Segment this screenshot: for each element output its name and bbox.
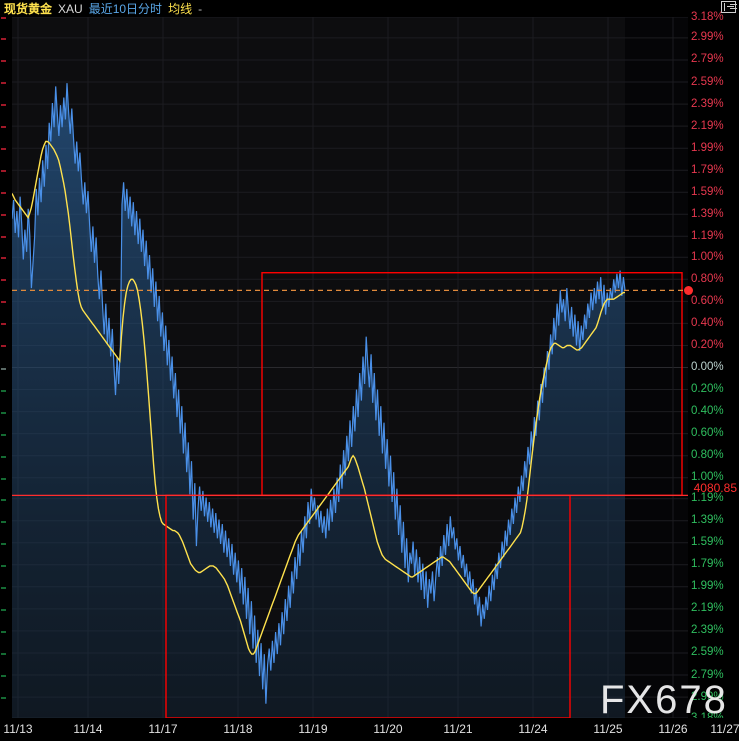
upper-annotation-box <box>261 272 683 497</box>
left-axis-tick <box>1 411 6 414</box>
left-axis-tick <box>1 389 6 392</box>
annotation-overlay-layer <box>12 272 688 718</box>
left-axis-tick <box>1 675 6 677</box>
instrument-name: 现货黄金 <box>4 1 53 16</box>
indicator-value: - <box>198 1 203 16</box>
x-tick-label: 11/20 <box>373 722 403 736</box>
left-axis-tick <box>1 323 6 326</box>
x-tick-label: 11/27 <box>710 722 739 736</box>
left-axis-tick <box>1 455 6 458</box>
left-axis-tick <box>1 542 6 545</box>
left-axis-tick <box>1 59 6 62</box>
y-tick-label: 0.00% <box>691 361 724 373</box>
y-tick-label: 1.19% <box>691 492 724 505</box>
y-tick-label: 3.18% <box>691 10 724 23</box>
price-series-layer <box>12 83 626 718</box>
y-tick-label: 0.40% <box>691 405 724 418</box>
y-tick-label: 3.18% <box>691 712 724 725</box>
y-tick-label: 0.60% <box>691 427 724 440</box>
y-tick-label: 2.79% <box>691 668 724 681</box>
y-tick-label: 0.20% <box>691 338 724 351</box>
x-tick-label: 11/26 <box>658 722 688 736</box>
last-price-flag: 4080.85 <box>693 481 737 496</box>
period-label: 最近10日分时 <box>88 1 163 16</box>
y-tick-label: 2.39% <box>691 624 724 637</box>
left-axis-tick <box>1 126 6 129</box>
left-axis-tick <box>1 608 6 611</box>
left-axis-tick <box>1 17 6 19</box>
x-tick-label: 11/25 <box>593 722 623 736</box>
y-tick-label: 1.99% <box>691 580 724 593</box>
left-axis-tick <box>1 257 6 260</box>
y-tick-label: 1.19% <box>691 229 724 242</box>
left-axis-tick <box>1 279 6 282</box>
left-axis-tick <box>1 236 6 239</box>
left-axis-tick <box>1 301 6 304</box>
y-tick-label: 2.79% <box>691 53 724 66</box>
left-axis-tick <box>1 148 6 151</box>
left-axis-tick <box>1 37 6 40</box>
x-tick-label: 11/18 <box>223 722 253 736</box>
y-tick-label: 0.40% <box>691 316 724 329</box>
left-axis-tick <box>1 367 6 370</box>
y-tick-label: 1.59% <box>691 536 724 549</box>
chart-plot-area[interactable] <box>12 17 688 718</box>
y-tick-label: 1.59% <box>691 185 724 198</box>
left-axis-tick <box>1 104 6 107</box>
left-axis-tick <box>1 170 6 173</box>
y-tick-label: 0.20% <box>691 383 724 396</box>
y-tick-label: 2.19% <box>691 119 724 132</box>
left-axis-tick <box>1 498 6 501</box>
y-tick-label: 1.39% <box>691 207 724 220</box>
left-axis-tick <box>1 477 6 480</box>
x-tick-label: 11/17 <box>148 722 178 736</box>
y-tick-label: 0.80% <box>691 449 724 462</box>
y-tick-label: 2.19% <box>691 602 724 615</box>
left-axis-tick <box>1 652 6 655</box>
left-axis-tick <box>1 345 6 348</box>
left-axis-tick <box>1 214 6 217</box>
left-axis-tick <box>1 564 6 567</box>
instrument-code: XAU <box>58 1 83 16</box>
y-tick-label: 2.59% <box>691 75 724 88</box>
y-tick-label: 0.60% <box>691 294 724 307</box>
current-price-dot <box>684 286 693 296</box>
y-tick-label: 1.00% <box>691 250 724 263</box>
y-tick-label: 2.99% <box>691 31 724 44</box>
y-axis-right: 4080.85 3.18% 2.99% 2.79% 2.59% 2.39% 2.19% 1.… <box>684 11 739 723</box>
left-axis-tick <box>1 697 6 700</box>
indicator-label: 均线 <box>168 1 193 16</box>
left-axis-tick <box>1 433 6 436</box>
left-axis-tick <box>1 192 6 195</box>
left-axis-tick <box>1 586 6 589</box>
x-tick-label: 11/24 <box>518 722 548 736</box>
left-axis-tick <box>1 520 6 523</box>
x-tick-label: 11/14 <box>73 722 103 736</box>
left-tick-rail <box>0 17 12 720</box>
chart-titlebar: 现货黄金 XAU 最近10日分时 均线 - <box>0 0 739 17</box>
y-tick-label: 2.59% <box>691 646 724 659</box>
y-tick-label: 0.80% <box>691 272 724 285</box>
left-axis-tick <box>1 82 6 85</box>
y-tick-label: 1.00% <box>691 471 724 484</box>
y-tick-label: 2.39% <box>691 97 724 110</box>
y-tick-label: 1.79% <box>691 163 724 176</box>
y-tick-label: 1.79% <box>691 558 724 571</box>
y-tick-label: 1.99% <box>691 141 724 154</box>
lower-annotation-box <box>165 494 571 718</box>
x-tick-label: 11/13 <box>3 722 33 736</box>
y-tick-label: 1.39% <box>691 514 724 527</box>
expand-right-icon[interactable] <box>721 1 736 13</box>
x-tick-label: 11/19 <box>298 722 328 736</box>
y-tick-label: 2.99% <box>691 690 724 703</box>
x-axis-dates: 11/13 11/14 11/17 11/18 11/19 11/20 11/21 11/24… <box>0 718 739 741</box>
x-tick-label: 11/21 <box>443 722 473 736</box>
left-axis-tick <box>1 630 6 633</box>
